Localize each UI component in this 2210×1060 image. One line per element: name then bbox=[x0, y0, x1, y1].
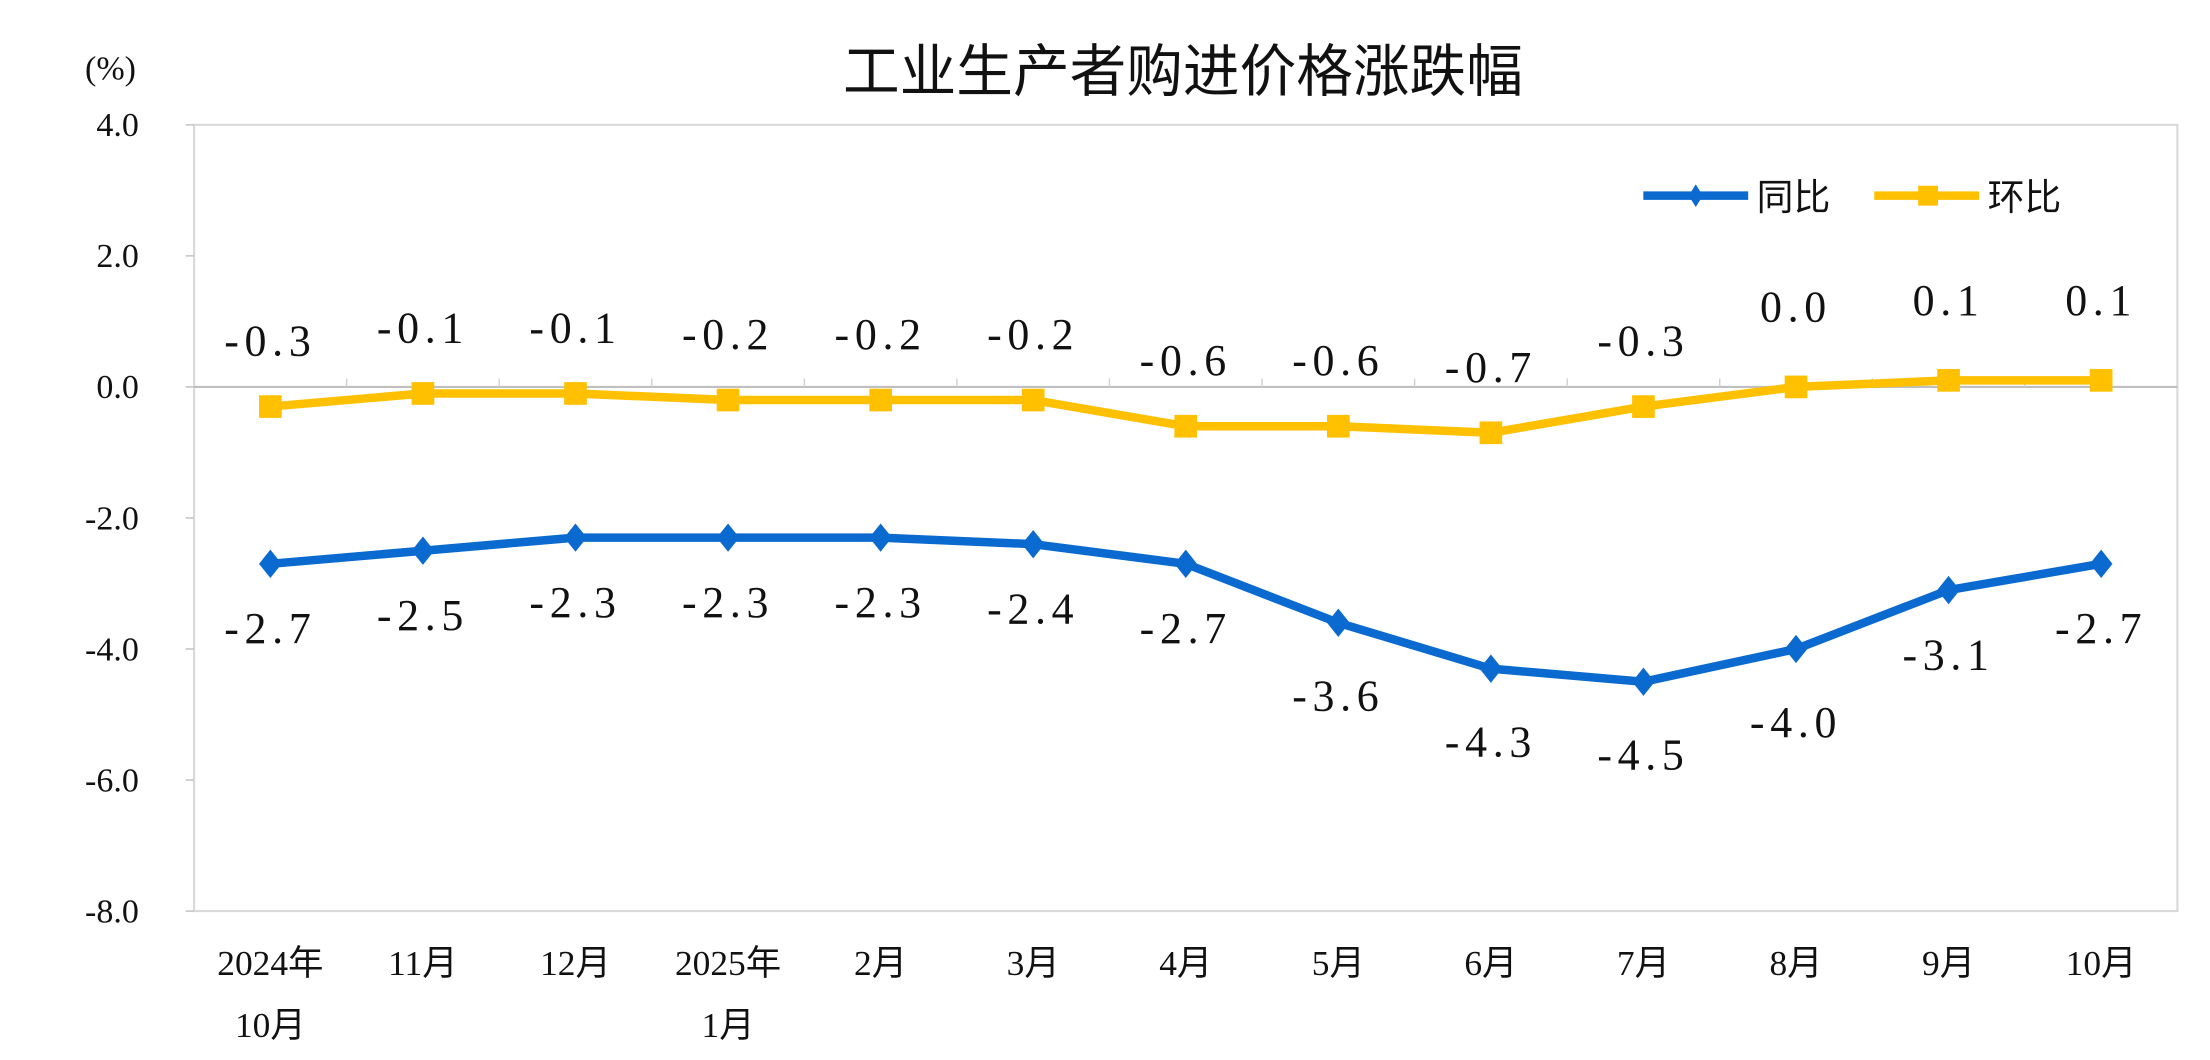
data-point-square bbox=[2089, 369, 2113, 392]
data-label: -4.3 bbox=[1445, 718, 1537, 766]
data-point-square bbox=[716, 388, 740, 412]
data-label: -0.3 bbox=[1597, 318, 1689, 366]
data-label: -0.3 bbox=[224, 318, 316, 366]
x-tick-label: 2025年 bbox=[675, 943, 781, 983]
data-point-square bbox=[1326, 414, 1350, 438]
data-point-square bbox=[1174, 414, 1198, 438]
data-label: -0.2 bbox=[835, 311, 927, 359]
data-point-square bbox=[411, 382, 435, 405]
x-tick-label: 7月 bbox=[1617, 943, 1670, 983]
data-label: -0.2 bbox=[682, 311, 774, 359]
y-tick-label: -6.0 bbox=[85, 762, 139, 799]
x-tick-label: 10月 bbox=[235, 1005, 306, 1045]
x-tick-label: 2月 bbox=[854, 943, 907, 983]
x-tick-label: 10月 bbox=[2066, 943, 2137, 983]
legend-label: 环比 bbox=[1988, 176, 2062, 219]
y-tick-label: 2.0 bbox=[96, 238, 138, 275]
legend-label: 同比 bbox=[1757, 176, 1831, 219]
data-label: 0.1 bbox=[1913, 277, 1985, 325]
data-label: -0.1 bbox=[529, 304, 621, 352]
data-label: -2.4 bbox=[987, 586, 1079, 634]
legend-marker-square bbox=[1918, 185, 1938, 206]
y-axis-unit-label: (%) bbox=[85, 50, 136, 87]
y-tick-label: 0.0 bbox=[96, 369, 138, 406]
data-point-diamond bbox=[716, 523, 740, 552]
data-label: -2.5 bbox=[377, 592, 469, 640]
series-mom: -0.3 -0.1 -0.1 -0.2 -0.2 -0.2 -0.6 -0.6 -0.7 -0.3… bbox=[224, 277, 2137, 445]
data-label: -2.7 bbox=[2055, 605, 2147, 653]
plot-area bbox=[193, 123, 2179, 913]
x-tick-label: 4月 bbox=[1159, 943, 1212, 983]
x-tick-label: 3月 bbox=[1007, 943, 1060, 983]
data-label: -4.5 bbox=[1597, 732, 1689, 780]
x-tick-label: 1月 bbox=[701, 1005, 754, 1045]
x-tick-label: 11月 bbox=[388, 943, 458, 983]
data-label: -0.6 bbox=[1292, 337, 1384, 385]
x-tick-label: 8月 bbox=[1769, 943, 1822, 983]
x-tick-label: 12月 bbox=[540, 943, 611, 983]
x-tick-label: 9月 bbox=[1922, 943, 1975, 983]
data-label: -2.3 bbox=[682, 579, 774, 627]
data-point-diamond bbox=[1632, 667, 1655, 696]
y-tick-label: -2.0 bbox=[85, 500, 139, 537]
data-label: 0.0 bbox=[1760, 284, 1832, 332]
legend: 同比 环比 bbox=[1643, 176, 2061, 219]
data-label: -0.7 bbox=[1445, 344, 1537, 392]
data-label: -4.0 bbox=[1750, 699, 1842, 747]
data-point-square bbox=[1937, 369, 1960, 392]
data-label: -2.3 bbox=[529, 579, 621, 627]
x-tick-label: 6月 bbox=[1464, 943, 1517, 983]
data-point-square bbox=[1632, 395, 1655, 418]
data-label: -3.1 bbox=[1902, 631, 1994, 679]
x-tick-label: 5月 bbox=[1312, 943, 1365, 983]
y-tick-label: -4.0 bbox=[85, 631, 139, 668]
data-point-square bbox=[1479, 421, 1503, 445]
data-label: -0.2 bbox=[987, 311, 1079, 359]
x-tick-label: 2024年 bbox=[217, 943, 323, 983]
legend-marker-diamond bbox=[1688, 184, 1703, 207]
data-point-square bbox=[259, 395, 282, 418]
data-label: -2.3 bbox=[835, 579, 927, 627]
data-point-square bbox=[869, 388, 892, 412]
y-tick-label: 4.0 bbox=[96, 107, 138, 144]
data-point-square bbox=[1784, 375, 1808, 399]
data-point-square bbox=[1021, 388, 1045, 412]
data-label: -3.6 bbox=[1292, 673, 1384, 721]
y-tick-label: -8.0 bbox=[85, 893, 139, 930]
data-point-diamond bbox=[869, 523, 892, 552]
chart-title: 工业生产者购进价格涨跌幅 bbox=[843, 39, 1523, 105]
data-label: -2.7 bbox=[1140, 605, 1232, 653]
series-yoy: -2.7 -2.5 -2.3 -2.3 -2.3 -2.4 -2.7 -3.6 -4.3 -4.5… bbox=[224, 523, 2147, 780]
data-label: 0.1 bbox=[2065, 277, 2137, 325]
data-point-square bbox=[564, 382, 587, 405]
data-label: -0.6 bbox=[1140, 337, 1232, 385]
data-label: -2.7 bbox=[224, 605, 316, 653]
data-label: -0.1 bbox=[377, 304, 469, 352]
